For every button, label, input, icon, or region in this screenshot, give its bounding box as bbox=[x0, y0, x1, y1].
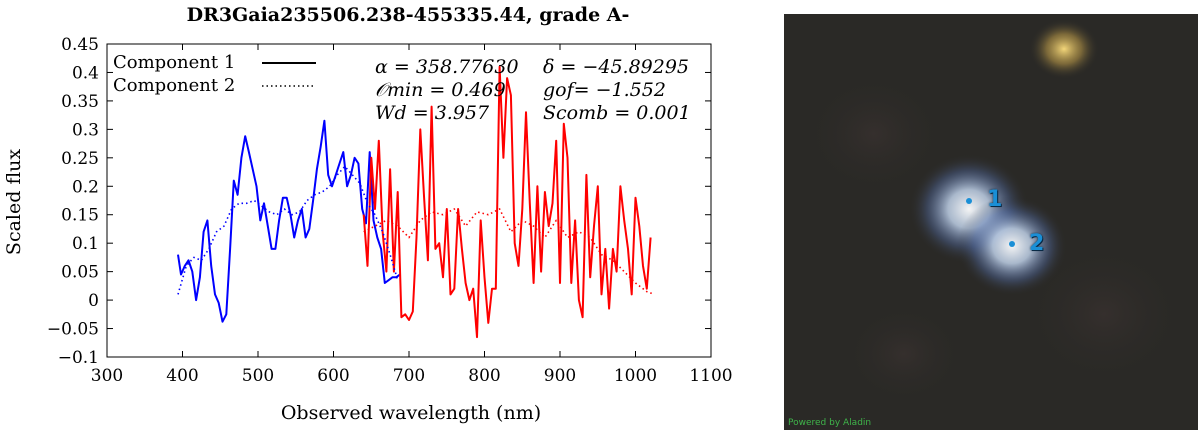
legend: Component 1 Component 2 bbox=[113, 52, 316, 96]
spectrum-chart: DR3Gaia235506.238-455335.44, grade A- 30… bbox=[3, 4, 733, 424]
aladin-credit: Powered by Aladin bbox=[788, 418, 872, 428]
annotation-scomb: Scomb = 0.001 bbox=[543, 102, 691, 124]
y-tick-label: 0.25 bbox=[61, 149, 99, 169]
x-tick-label: 600 bbox=[317, 366, 349, 386]
x-tick-label: 700 bbox=[393, 366, 425, 386]
y-tick-label: 0.45 bbox=[61, 35, 99, 55]
source-1-marker bbox=[966, 198, 972, 204]
y-tick-label: −0.1 bbox=[58, 348, 99, 368]
x-tick-label: 1100 bbox=[689, 366, 732, 386]
annotations: α = 358.77630 δ = −45.89295 𝒪min = 0.469… bbox=[375, 56, 691, 124]
y-tick-label: 0.3 bbox=[72, 120, 99, 140]
x-tick-label: 300 bbox=[91, 366, 123, 386]
x-tick-label: 800 bbox=[468, 366, 500, 386]
annotation-wd: Wd = 3.957 bbox=[375, 102, 490, 124]
source-1-label: 1 bbox=[987, 187, 1003, 212]
y-tick-label: 0.05 bbox=[61, 263, 99, 283]
annotation-gof: gof= −1.552 bbox=[543, 79, 666, 101]
axis-ticks: 300 400 500 600 700 800 900 1000 1100 −0.1 −0.05 0 0… bbox=[47, 35, 733, 386]
legend-label-component-1: Component 1 bbox=[113, 52, 235, 73]
annotation-alpha: α = 358.77630 bbox=[375, 56, 519, 78]
legend-label-component-2: Component 2 bbox=[113, 75, 235, 96]
y-tick-label: 0.1 bbox=[72, 234, 99, 254]
sky-image-panel: 1 2 Powered by Aladin bbox=[784, 14, 1198, 430]
x-tick-label: 500 bbox=[242, 366, 274, 386]
neighbor-star bbox=[1029, 19, 1099, 79]
annotation-omin: 𝒪min = 0.469 bbox=[375, 79, 506, 101]
y-tick-label: 0.35 bbox=[61, 92, 99, 112]
series-line-2 bbox=[362, 65, 652, 339]
y-tick-label: 0.15 bbox=[61, 206, 99, 226]
x-tick-label: 1000 bbox=[614, 366, 657, 386]
x-tick-label: 900 bbox=[544, 366, 576, 386]
chart-title: DR3Gaia235506.238-455335.44, grade A- bbox=[187, 4, 630, 26]
y-tick-label: 0 bbox=[88, 291, 99, 311]
source-2-label: 2 bbox=[1029, 231, 1045, 256]
x-axis-label: Observed wavelength (nm) bbox=[281, 402, 541, 424]
series-line-3 bbox=[177, 165, 399, 295]
y-axis-label: Scaled flux bbox=[3, 149, 25, 255]
y-tick-label: 0.2 bbox=[72, 177, 99, 197]
series-layer bbox=[177, 65, 655, 339]
y-tick-label: 0.4 bbox=[72, 63, 99, 83]
sky-image bbox=[784, 14, 1198, 430]
series-line-1 bbox=[177, 119, 401, 323]
x-tick-label: 400 bbox=[166, 366, 198, 386]
source-2-marker bbox=[1009, 241, 1015, 247]
annotation-delta: δ = −45.89295 bbox=[543, 56, 689, 78]
y-tick-label: −0.05 bbox=[47, 320, 99, 340]
